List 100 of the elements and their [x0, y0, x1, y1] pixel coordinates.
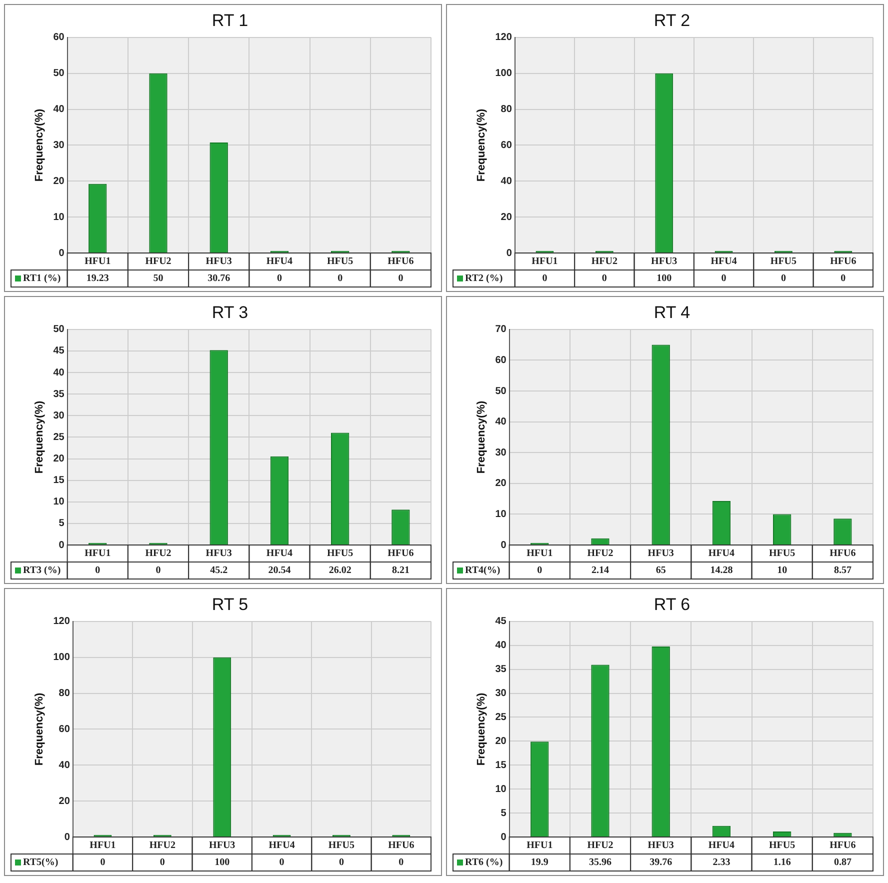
y-axis-title: Frequency(%)	[476, 400, 488, 474]
y-tick-label: 20	[53, 176, 65, 187]
data-label: 0	[537, 565, 542, 576]
chart-title: RT 5	[212, 594, 248, 614]
legend-label: RT2 (%)	[465, 273, 503, 284]
y-axis-title: Frequency(%)	[34, 400, 46, 474]
y-tick-label: 100	[53, 652, 70, 664]
data-label: 0	[279, 857, 284, 868]
x-tick-label: HFU6	[388, 840, 414, 852]
x-tick-label: HFU1	[90, 840, 116, 852]
data-label: 50	[153, 273, 164, 284]
y-tick-label: 50	[53, 324, 65, 336]
y-tick-label: 5	[58, 518, 65, 530]
y-tick-label: 45	[495, 616, 507, 628]
data-label: 20.54	[268, 565, 291, 576]
x-tick-label: HFU5	[327, 548, 354, 560]
data-label: 0.87	[834, 857, 852, 868]
y-tick-label: 5	[500, 808, 507, 819]
y-tick-label: 40	[53, 104, 65, 116]
y-tick-label: 50	[53, 68, 65, 80]
chart-title: RT 2	[654, 10, 690, 30]
y-tick-label: 80	[58, 688, 70, 700]
y-tick-label: 120	[53, 616, 70, 628]
x-tick-label: HFU1	[84, 548, 111, 560]
y-tick-label: 0	[64, 832, 70, 843]
y-tick-label: 20	[500, 212, 512, 223]
y-tick-label: 40	[58, 760, 70, 771]
y-axis-title: Frequency(%)	[476, 692, 488, 766]
y-tick-label: 60	[53, 32, 65, 44]
y-tick-label: 15	[495, 760, 507, 771]
y-axis-title: Frequency(%)	[34, 108, 46, 182]
data-label: 0	[160, 857, 165, 868]
x-tick-label: HFU1	[526, 840, 553, 852]
legend-label: RT4(%)	[465, 565, 500, 576]
y-tick-label: 40	[500, 176, 512, 187]
y-tick-label: 30	[495, 447, 507, 458]
x-tick-label: HFU2	[587, 548, 614, 560]
x-tick-label: HFU6	[388, 548, 414, 560]
legend-label: RT3 (%)	[23, 565, 61, 576]
x-tick-label: HFU3	[648, 840, 674, 852]
data-label: 26.02	[328, 565, 352, 576]
x-tick-label: HFU3	[648, 548, 674, 560]
y-tick-label: 30	[53, 140, 65, 151]
chart-title: RT 3	[212, 302, 248, 322]
data-label: 8.57	[834, 565, 852, 576]
data-label: 0	[338, 857, 344, 868]
x-tick-label: HFU6	[830, 840, 856, 852]
y-tick-label: 10	[53, 496, 65, 508]
y-tick-label: 35	[495, 664, 507, 676]
y-tick-label: 40	[53, 367, 65, 378]
y-tick-label: 0	[58, 540, 65, 551]
y-tick-label: 60	[500, 140, 512, 151]
x-tick-label: HFU1	[84, 256, 111, 268]
y-tick-label: 100	[495, 68, 512, 80]
legend-label: RT1 (%)	[23, 273, 61, 284]
data-label: 10	[777, 565, 788, 576]
x-tick-label: HFU6	[830, 548, 856, 560]
data-label: 0	[398, 857, 404, 868]
data-label: 0	[100, 857, 106, 868]
chart-title: RT 6	[654, 594, 690, 614]
y-axis-title: Frequency(%)	[476, 108, 488, 182]
y-tick-label: 40	[495, 416, 507, 428]
y-tick-label: 10	[53, 212, 65, 223]
x-tick-label: HFU4	[710, 256, 737, 268]
data-label: 0	[780, 273, 786, 284]
y-tick-label: 25	[495, 712, 507, 723]
x-tick-label: HFU6	[830, 256, 856, 268]
chart-title: RT 4	[654, 302, 690, 322]
y-tick-label: 15	[53, 475, 65, 486]
x-tick-label: HFU1	[532, 256, 558, 268]
legend-label: RT5(%)	[23, 857, 58, 868]
data-label: 1.16	[773, 857, 791, 868]
y-tick-label: 10	[495, 784, 507, 795]
y-tick-label: 20	[58, 796, 70, 807]
data-label: 19.23	[86, 273, 109, 284]
x-tick-label: HFU1	[526, 548, 553, 560]
y-tick-label: 60	[58, 724, 70, 735]
data-label: 30.76	[208, 273, 230, 284]
y-tick-label: 0	[500, 540, 507, 551]
y-tick-label: 0	[58, 248, 65, 259]
y-tick-label: 80	[500, 104, 512, 116]
data-label: 65	[656, 565, 666, 576]
x-tick-label: HFU5	[328, 840, 355, 852]
y-tick-label: 35	[53, 388, 65, 400]
x-tick-label: HFU5	[327, 256, 354, 268]
x-tick-label: HFU3	[206, 548, 232, 560]
x-tick-label: HFU4	[708, 548, 735, 560]
data-label: 0	[276, 273, 282, 284]
data-label: 39.76	[650, 857, 672, 868]
data-label: 0	[398, 273, 404, 284]
x-tick-label: HFU5	[769, 840, 796, 852]
y-tick-label: 50	[495, 386, 507, 397]
data-label: 2.14	[591, 565, 609, 576]
y-tick-label: 20	[495, 736, 507, 747]
y-tick-label: 45	[53, 346, 65, 357]
y-tick-label: 30	[495, 688, 507, 700]
x-tick-label: HFU4	[266, 548, 293, 560]
legend-label: RT6 (%)	[465, 857, 503, 868]
y-tick-label: 70	[495, 324, 507, 336]
y-tick-label: 30	[53, 410, 65, 422]
